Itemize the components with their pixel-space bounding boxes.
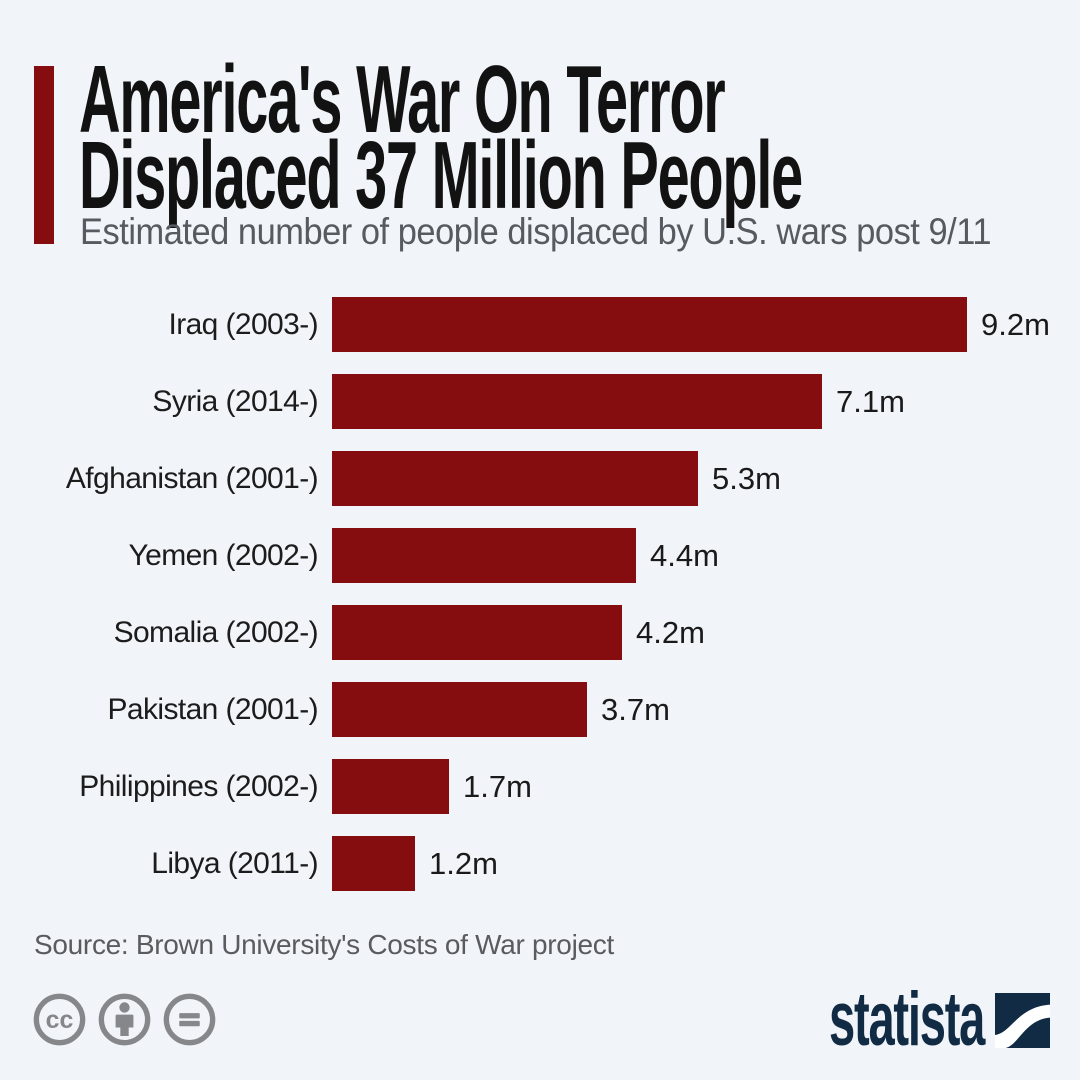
category-label: Libya (2011-) [151,846,318,880]
bar-chart: Iraq (2003-) 9.2m Syria (2014-) 7.1m Afghani… [0,297,1080,913]
chart-row: Syria (2014-) 7.1m [0,374,1080,429]
bar [332,528,636,583]
source-note: Source: Brown University's Costs of War … [34,929,614,960]
chart-row: Philippines (2002-) 1.7m [0,759,1080,814]
chart-subtitle: Estimated number of people displaced by … [80,211,992,252]
value-label: 1.7m [463,768,532,804]
value-label: 9.2m [981,306,1050,342]
chart-title-line-2: Displaced 37 Million People [79,122,803,229]
category-label: Iraq (2003-) [168,307,318,341]
value-label: 1.2m [429,845,498,881]
chart-title: America's War On Terror Displaced 37 Mil… [79,46,1080,229]
chart-row: Yemen (2002-) 4.4m [0,528,1080,583]
statista-logo-mark[interactable] [995,993,1050,1048]
value-label: 4.4m [650,537,719,573]
value-label: 4.2m [636,614,705,650]
bar [332,451,698,506]
chart-title-line-1: America's War On Terror [79,46,726,153]
no-derivatives-equals-icon[interactable] [161,991,218,1048]
category-label: Afghanistan (2001-) [65,461,319,495]
bar [332,605,622,660]
category-label: Syria (2014-) [152,384,318,418]
category-label: Yemen (2002-) [128,538,318,572]
attribution-person-icon[interactable] [96,991,153,1048]
license-icons: cc [31,991,218,1048]
category-label: Pakistan (2001-) [107,692,318,726]
chart-row: Pakistan (2001-) 3.7m [0,682,1080,737]
bar [332,374,822,429]
statista-wordmark[interactable]: statista [828,977,985,1062]
chart-row: Somalia (2002-) 4.2m [0,605,1080,660]
chart-row: Afghanistan (2001-) 5.3m [0,451,1080,506]
chart-row: Iraq (2003-) 9.2m [0,297,1080,352]
title-accent-bar [34,66,54,244]
cc-icon-glyph: cc [46,1006,74,1034]
value-label: 5.3m [712,460,781,496]
value-label: 3.7m [601,691,670,727]
bar [332,682,587,737]
cc-icon[interactable]: cc [31,991,88,1048]
bar [332,297,967,352]
category-label: Somalia (2002-) [113,615,319,649]
category-label: Philippines (2002-) [79,769,318,803]
bar [332,836,415,891]
bar [332,759,449,814]
chart-row: Libya (2011-) 1.2m [0,836,1080,891]
value-label: 7.1m [836,383,905,419]
